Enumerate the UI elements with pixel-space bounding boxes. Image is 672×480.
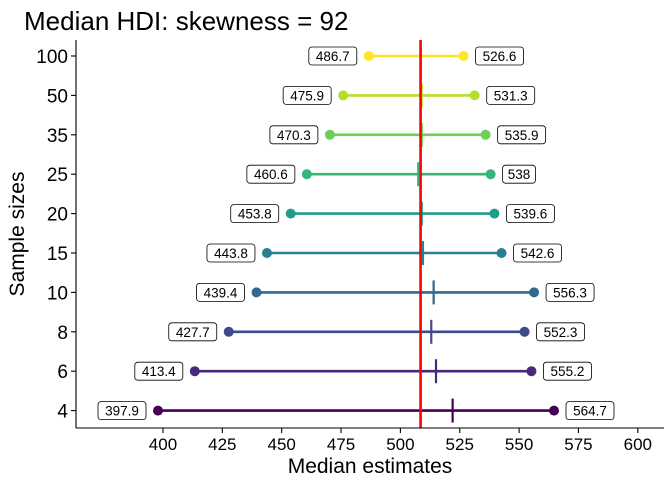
interval-row-4: 397.9 564.7	[97, 398, 615, 423]
upper-label-box	[497, 125, 547, 145]
lower-value-label: 470.3	[277, 128, 311, 143]
upper-point	[469, 90, 480, 101]
lower-label-box	[206, 243, 256, 263]
plot-area: 397.9 564.7 413.4 555.2 427.7 552.3 439.4 556.3…	[97, 40, 615, 428]
lower-value-label: 460.6	[254, 167, 288, 182]
lower-point	[338, 90, 349, 101]
x-tick-label: 550	[505, 435, 533, 454]
lower-value-label: 486.7	[316, 49, 350, 64]
y-axis-title: Sample sizes	[6, 172, 29, 297]
y-tick-label: 100	[36, 47, 68, 68]
interval-row-35: 470.3 535.9	[269, 122, 547, 147]
x-tick-label: 500	[386, 435, 414, 454]
y-tick-label: 8	[57, 323, 68, 344]
lower-value-label: 427.7	[176, 325, 210, 340]
interval-row-8: 427.7 552.3	[168, 319, 585, 344]
lower-label-box	[196, 282, 245, 302]
upper-point	[489, 208, 500, 219]
lower-point	[301, 169, 312, 180]
lower-label-box	[308, 46, 358, 66]
y-tick-label: 50	[47, 86, 68, 107]
x-tick-label: 525	[446, 435, 474, 454]
lower-value-label: 413.4	[142, 364, 176, 379]
lower-label-box	[230, 204, 280, 224]
lower-label-box	[97, 401, 147, 421]
y-tick-label: 4	[57, 402, 68, 423]
lower-value-label: 443.8	[214, 246, 248, 261]
x-tick-label: 475	[327, 435, 355, 454]
y-tick-label: 35	[47, 126, 68, 147]
lower-value-label: 475.9	[290, 88, 324, 103]
lower-value-label: 397.9	[105, 404, 139, 419]
upper-point	[485, 169, 496, 180]
x-tick-label: 450	[268, 435, 296, 454]
y-tick-label: 6	[57, 362, 68, 383]
y-tick-label: 20	[47, 205, 68, 226]
interval-row-25: 460.6 538	[246, 162, 536, 187]
interval-row-10: 439.4 556.3	[196, 280, 595, 305]
upper-value-label: 542.6	[521, 246, 555, 261]
upper-label-box	[565, 401, 615, 421]
interval-row-100: 486.7 526.6	[308, 44, 524, 68]
chart-title: Median HDI: skewness = 92	[24, 6, 348, 36]
upper-point	[480, 129, 491, 140]
upper-label-box	[536, 322, 585, 342]
upper-value-label: 535.9	[505, 128, 539, 143]
upper-value-label: 526.6	[483, 49, 517, 64]
lower-label-box	[282, 86, 332, 105]
lower-point	[153, 405, 163, 416]
upper-point	[529, 287, 540, 298]
upper-point	[526, 366, 537, 377]
lower-value-label: 453.8	[238, 207, 272, 222]
lower-point	[189, 366, 200, 377]
y-tick-label: 25	[47, 165, 68, 186]
upper-point	[496, 248, 507, 258]
lower-value-label: 439.4	[204, 285, 238, 300]
lower-label-box	[134, 361, 184, 381]
upper-label-box	[545, 282, 595, 302]
upper-value-label: 555.2	[551, 364, 585, 379]
x-tick-label: 600	[624, 435, 652, 454]
upper-label-box	[475, 46, 524, 66]
y-tick-label: 15	[47, 244, 68, 265]
x-tick-label: 575	[564, 435, 592, 454]
upper-value-label: 556.3	[553, 285, 587, 300]
y-axis-ticks: 4 6 8 10 15 20 25 35 50 100	[36, 47, 76, 423]
upper-value-label: 531.3	[494, 88, 528, 103]
lower-point	[363, 51, 374, 61]
upper-value-label: 564.7	[573, 404, 607, 419]
x-tick-label: 400	[149, 435, 177, 454]
upper-value-label: 538	[508, 167, 531, 182]
interval-row-6: 413.4 555.2	[134, 359, 592, 384]
x-axis-title: Median estimates	[288, 455, 453, 478]
lower-point	[285, 208, 296, 219]
interval-row-20: 453.8 539.6	[230, 201, 555, 226]
upper-value-label: 539.6	[514, 207, 548, 222]
upper-label-box	[513, 243, 562, 263]
upper-point	[458, 51, 469, 61]
upper-label-box	[543, 361, 592, 381]
upper-point	[519, 326, 530, 337]
y-tick-label: 10	[47, 283, 68, 304]
lower-label-box	[168, 322, 218, 342]
interval-row-50: 475.9 531.3	[282, 83, 536, 108]
lower-point	[251, 287, 262, 298]
upper-label-box	[506, 204, 555, 224]
lower-point	[223, 326, 234, 337]
upper-label-box	[502, 164, 536, 184]
upper-point	[549, 405, 559, 416]
lower-label-box	[246, 164, 296, 184]
upper-value-label: 552.3	[544, 325, 578, 340]
lower-point	[261, 248, 272, 258]
upper-label-box	[486, 86, 536, 105]
x-tick-label: 425	[208, 435, 236, 454]
x-axis-ticks: 400 425 450 475 500 525 550 575 600	[149, 428, 652, 454]
interval-row-15: 443.8 542.6	[206, 241, 562, 265]
lower-label-box	[269, 125, 319, 145]
lower-point	[324, 129, 335, 140]
